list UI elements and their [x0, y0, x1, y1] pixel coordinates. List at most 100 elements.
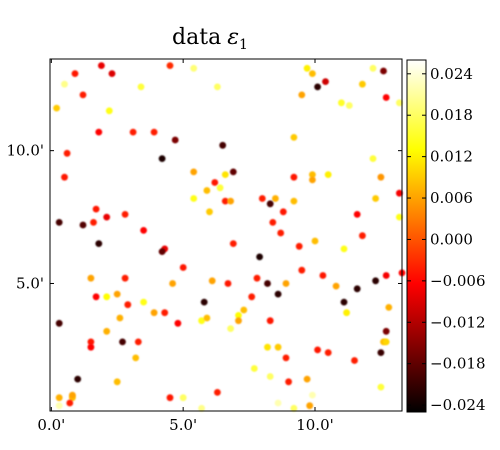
colorbar-tick-label: 0.012	[430, 148, 473, 166]
data-point-89	[274, 290, 282, 298]
data-point-78	[113, 290, 121, 298]
data-point-46	[309, 171, 316, 179]
data-point-62	[103, 213, 111, 221]
data-point-53	[377, 173, 385, 181]
data-point-40	[227, 197, 235, 205]
data-point-88	[264, 280, 271, 287]
data-point-141	[285, 378, 292, 386]
data-point-64	[95, 240, 103, 248]
data-point-105	[116, 314, 124, 322]
data-point-129	[132, 354, 140, 362]
data-point-63	[121, 211, 129, 218]
data-point-146	[55, 402, 63, 410]
data-point-123	[324, 349, 332, 356]
points-layer	[53, 62, 406, 412]
data-point-39	[221, 197, 229, 205]
data-point-48	[279, 208, 287, 216]
data-point-104	[103, 327, 111, 335]
data-point-56	[353, 211, 361, 218]
data-point-29	[171, 136, 179, 144]
data-point-148	[290, 404, 298, 412]
data-point-83	[208, 277, 216, 285]
data-point-59	[79, 221, 87, 229]
data-point-15	[380, 67, 387, 75]
data-point-114	[227, 325, 235, 332]
colorbar-tick-label: −0.024	[430, 396, 486, 414]
data-point-45	[290, 173, 298, 181]
data-point-7	[137, 83, 145, 91]
data-point-106	[124, 301, 132, 309]
data-point-0	[53, 104, 60, 112]
title-subscript: 1	[239, 37, 248, 53]
data-point-112	[198, 317, 206, 325]
data-point-113	[203, 314, 211, 322]
data-point-85	[224, 280, 232, 287]
colorbar-tick-label: −0.006	[430, 272, 486, 290]
data-point-58	[55, 219, 63, 226]
data-point-149	[274, 399, 282, 407]
data-point-90	[282, 280, 290, 287]
data-point-87	[248, 293, 256, 301]
data-point-140	[266, 373, 274, 380]
data-point-84	[200, 298, 208, 306]
plot-area	[50, 59, 402, 411]
plot-frame	[49, 58, 403, 412]
data-point-42	[272, 195, 279, 202]
data-point-57	[340, 245, 348, 253]
data-point-17	[314, 83, 321, 91]
data-point-23	[63, 149, 71, 157]
y-tick-label: 10.0'	[6, 142, 44, 160]
data-point-9	[190, 64, 198, 72]
data-point-101	[55, 319, 63, 327]
data-point-102	[87, 338, 95, 346]
data-point-118	[266, 317, 274, 325]
data-point-76	[92, 293, 100, 301]
data-point-69	[256, 253, 263, 261]
data-point-96	[382, 272, 390, 279]
data-point-73	[311, 237, 319, 245]
data-point-135	[69, 391, 76, 399]
data-point-38	[206, 208, 213, 216]
data-point-70	[277, 229, 285, 237]
colorbar-tick-label: −0.018	[430, 355, 486, 373]
data-point-16	[396, 99, 403, 107]
data-point-75	[87, 274, 95, 282]
data-point-13	[359, 80, 366, 88]
data-point-81	[169, 280, 177, 287]
title-word: data	[172, 25, 221, 50]
colorbar-ticks: −0.024 −0.018 −0.012 −0.006 0.000 0.006 0.012 0…	[407, 65, 486, 414]
data-point-132	[55, 394, 63, 402]
data-point-82	[179, 264, 187, 271]
colorbar	[406, 59, 427, 413]
data-point-109	[150, 309, 158, 317]
data-point-116	[240, 306, 248, 314]
data-point-8	[166, 62, 174, 69]
data-point-108	[134, 338, 142, 346]
data-point-110	[161, 309, 169, 317]
data-point-2	[71, 70, 79, 77]
data-point-80	[140, 298, 148, 306]
data-point-67	[158, 248, 166, 256]
data-point-68	[229, 240, 237, 248]
data-point-34	[229, 168, 237, 176]
data-point-19	[338, 99, 345, 107]
data-point-124	[351, 357, 358, 364]
colorbar-tick-label: −0.012	[430, 313, 486, 331]
data-point-134	[66, 399, 74, 407]
data-point-122	[314, 346, 321, 354]
data-point-27	[150, 128, 158, 136]
x-tick-label: 0.0'	[37, 416, 65, 434]
data-point-24	[61, 173, 68, 181]
data-point-99	[343, 309, 350, 317]
data-point-137	[179, 394, 187, 402]
data-point-36	[216, 184, 224, 192]
colorbar-tick-label: 0.024	[430, 65, 473, 83]
data-point-5	[108, 70, 116, 77]
data-point-77	[103, 293, 111, 301]
data-point-131	[74, 375, 82, 383]
data-point-145	[306, 402, 314, 410]
x-tick-label: 10.0'	[296, 416, 334, 434]
data-point-26	[129, 128, 137, 136]
data-point-21	[382, 94, 390, 101]
